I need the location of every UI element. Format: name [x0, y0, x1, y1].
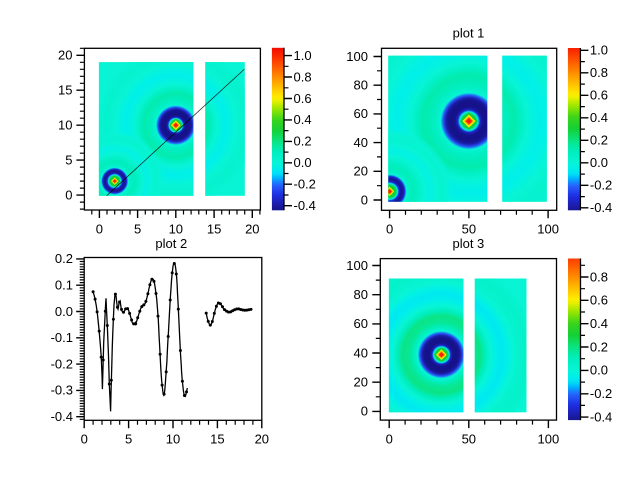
svg-text:plot 1: plot 1 [453, 26, 485, 41]
svg-text:0.0: 0.0 [294, 155, 312, 170]
svg-text:20: 20 [354, 375, 368, 390]
svg-text:0.2: 0.2 [590, 133, 608, 148]
svg-text:0: 0 [386, 432, 393, 447]
svg-text:20: 20 [255, 432, 269, 447]
svg-text:0.8: 0.8 [590, 65, 608, 80]
svg-text:-0.2: -0.2 [51, 356, 73, 371]
svg-text:50: 50 [462, 221, 476, 236]
svg-text:0.2: 0.2 [55, 251, 73, 266]
svg-text:0.6: 0.6 [294, 91, 312, 106]
svg-text:0.8: 0.8 [590, 269, 608, 284]
svg-text:100: 100 [537, 221, 559, 236]
svg-text:20: 20 [58, 48, 72, 63]
svg-text:100: 100 [538, 432, 560, 447]
svg-text:1.0: 1.0 [590, 43, 608, 58]
svg-text:40: 40 [354, 345, 368, 360]
svg-text:10: 10 [58, 118, 72, 133]
svg-text:0: 0 [81, 432, 88, 447]
svg-text:20: 20 [245, 221, 259, 236]
svg-text:0.2: 0.2 [294, 134, 312, 149]
svg-text:10: 10 [166, 432, 180, 447]
svg-text:80: 80 [354, 287, 368, 302]
svg-text:5: 5 [125, 432, 132, 447]
svg-text:0.6: 0.6 [590, 293, 608, 308]
svg-text:50: 50 [462, 432, 476, 447]
svg-text:-0.1: -0.1 [51, 330, 73, 345]
svg-text:0.6: 0.6 [590, 88, 608, 103]
svg-text:0.0: 0.0 [590, 155, 608, 170]
svg-text:0.0: 0.0 [55, 304, 73, 319]
svg-text:0: 0 [386, 221, 393, 236]
svg-text:-0.2: -0.2 [294, 177, 316, 192]
svg-text:0: 0 [96, 221, 103, 236]
svg-text:0.4: 0.4 [590, 316, 608, 331]
svg-text:5: 5 [65, 152, 72, 167]
svg-text:80: 80 [354, 78, 368, 93]
svg-text:5: 5 [134, 221, 141, 236]
svg-text:-0.4: -0.4 [590, 409, 612, 424]
svg-text:20: 20 [354, 164, 368, 179]
svg-text:0.2: 0.2 [590, 339, 608, 354]
svg-text:60: 60 [354, 316, 368, 331]
svg-text:1.0: 1.0 [294, 48, 312, 63]
svg-text:plot 3: plot 3 [452, 236, 484, 251]
svg-text:60: 60 [354, 106, 368, 121]
svg-text:-0.2: -0.2 [590, 386, 612, 401]
svg-text:100: 100 [346, 258, 368, 273]
svg-text:-0.2: -0.2 [590, 178, 612, 193]
svg-text:15: 15 [210, 432, 224, 447]
svg-text:40: 40 [354, 135, 368, 150]
svg-text:10: 10 [169, 221, 183, 236]
svg-text:plot 2: plot 2 [155, 236, 187, 251]
svg-text:0.4: 0.4 [294, 112, 312, 127]
svg-text:0.8: 0.8 [294, 69, 312, 84]
svg-text:-0.4: -0.4 [294, 198, 316, 213]
svg-text:0: 0 [361, 404, 368, 419]
svg-text:-0.4: -0.4 [590, 200, 612, 215]
svg-text:15: 15 [207, 221, 221, 236]
svg-text:0: 0 [361, 192, 368, 207]
svg-text:0: 0 [65, 187, 72, 202]
svg-text:0.4: 0.4 [590, 110, 608, 125]
svg-text:100: 100 [346, 49, 368, 64]
svg-text:15: 15 [58, 83, 72, 98]
svg-text:0.0: 0.0 [590, 363, 608, 378]
svg-text:-0.4: -0.4 [51, 409, 73, 424]
svg-text:0.1: 0.1 [55, 278, 73, 293]
svg-text:-0.3: -0.3 [51, 383, 73, 398]
